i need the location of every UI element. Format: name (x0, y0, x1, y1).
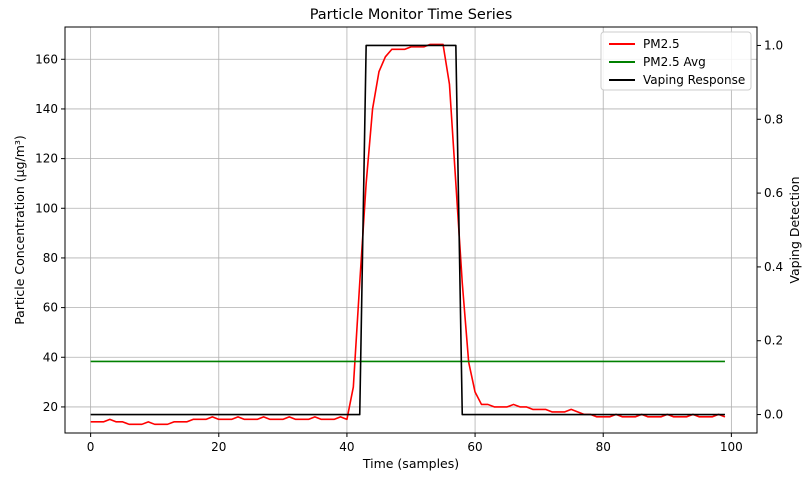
y-tick-label: 100 (35, 201, 58, 215)
y-tick-label: 80 (43, 251, 58, 265)
y-axis-label: Particle Concentration (µg/m³) (12, 135, 27, 325)
series-line-pm2-5 (90, 43, 726, 426)
x-tick-label: 60 (467, 440, 482, 454)
x-tick-label: 40 (339, 440, 354, 454)
y-tick-label: 140 (35, 102, 58, 116)
series-line-vaping-response (90, 44, 725, 416)
x-axis-label: Time (samples) (362, 456, 459, 471)
y2-tick-label: 0.6 (764, 186, 783, 200)
legend-label-pm2-5: PM2.5 (643, 37, 680, 51)
axis-layer: 0 20 40 60 80 100 20 40 60 80 100 120 140 160 0.0 0.2 0.… (35, 38, 783, 454)
y2-axis-label: Vaping Detection (787, 176, 802, 283)
y-tick-label: 160 (35, 52, 58, 66)
y-tick-label: 20 (43, 400, 58, 414)
legend: PM2.5 PM2.5 Avg Vaping Response (600, 31, 752, 91)
y2-tick-label: 0.2 (764, 334, 783, 348)
legend-label-pm2-5-avg: PM2.5 Avg (643, 55, 706, 69)
y2-tick-label: 1.0 (764, 38, 783, 52)
y2-tick-label: 0.0 (764, 408, 783, 422)
legend-box (600, 31, 752, 91)
y-tick-label: 40 (43, 350, 58, 364)
y-tick-label: 120 (35, 152, 58, 166)
y-tick-label: 60 (43, 301, 58, 315)
x-tick-label: 100 (720, 440, 743, 454)
chart-title: Particle Monitor Time Series (310, 7, 513, 23)
x-tick-label: 0 (87, 440, 95, 454)
plot-frame (64, 26, 758, 434)
plot-layer (90, 43, 726, 426)
x-tick-label: 80 (596, 440, 611, 454)
y2-tick-label: 0.4 (764, 260, 783, 274)
y2-tick-label: 0.8 (764, 112, 783, 126)
legend-label-vaping-response: Vaping Response (643, 73, 745, 87)
x-tick-label: 20 (211, 440, 226, 454)
